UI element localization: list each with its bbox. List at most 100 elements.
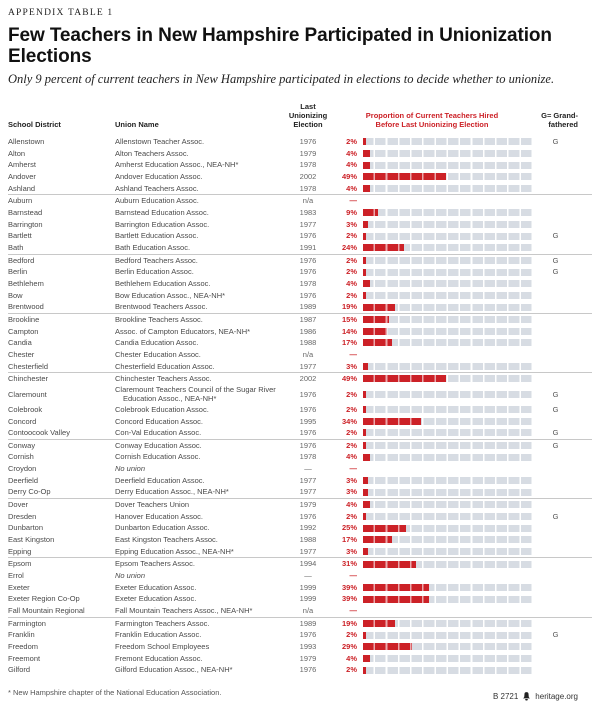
bar-fill xyxy=(363,666,367,674)
election-year-cell: n/a xyxy=(302,349,314,359)
bar-fill xyxy=(363,536,392,544)
union-cell: No union xyxy=(115,571,146,581)
bar-cell xyxy=(363,572,533,579)
bar-fill xyxy=(363,362,369,370)
bar-cell xyxy=(363,362,533,370)
bar-cell xyxy=(363,268,533,276)
table-row: Exeter Exeter Education Assoc. 1999 39% xyxy=(8,582,592,594)
union-cell: Brookline Teachers Assoc. xyxy=(115,314,203,324)
union-cell: Epsom Teachers Assoc. xyxy=(115,559,195,569)
election-header-line: Unionizing xyxy=(288,111,328,120)
election-year-cell: 1978 xyxy=(299,160,317,170)
bar-cell xyxy=(363,631,533,639)
percent-label: 2% xyxy=(346,389,357,399)
bar-cell xyxy=(363,291,533,299)
table-row: Bow Bow Education Assoc., NEA-NH* 1976 2… xyxy=(8,290,592,302)
percent-label: — xyxy=(349,464,358,474)
percent-label: 39% xyxy=(341,594,357,604)
percent-label: 2% xyxy=(346,404,357,414)
election-header-line: Election xyxy=(293,120,323,129)
district-cell: Exeter xyxy=(8,582,30,592)
bar-cell xyxy=(363,417,533,425)
bar-fill xyxy=(363,477,369,485)
district-cell: Conway xyxy=(8,440,36,450)
election-year-cell: 1976 xyxy=(299,428,317,438)
bar-track xyxy=(363,619,533,627)
table-row: Exeter Region Co-Op Exeter Education Ass… xyxy=(8,593,592,605)
percent-label: 19% xyxy=(341,302,357,312)
proportion-header-line: Proportion of Current Teachers Hired xyxy=(365,111,499,120)
district-cell: Ashland xyxy=(8,183,36,193)
table-row: Freedom Freedom School Employees 1993 29… xyxy=(8,641,592,653)
percent-label: 17% xyxy=(341,535,357,545)
district-cell: Bow xyxy=(8,290,23,300)
union-cell: Exeter Education Assoc. xyxy=(115,594,197,604)
election-year-cell: 1991 xyxy=(299,242,317,252)
district-cell: Bath xyxy=(8,242,24,252)
bar-cell xyxy=(363,198,533,205)
grandfathered-cell: G xyxy=(552,511,559,521)
election-year-cell: 1977 xyxy=(299,487,317,497)
table-row: Andover Andover Education Assoc. 2002 49… xyxy=(8,171,592,183)
election-year-cell: 1994 xyxy=(299,559,317,569)
union-cell: Chinchester Teachers Assoc. xyxy=(115,374,212,384)
bar-cell xyxy=(363,280,533,288)
bar-cell xyxy=(363,339,533,347)
table-eyebrow: APPENDIX TABLE 1 xyxy=(8,8,114,18)
table-row: Bedford Bedford Teachers Assoc. 1976 2% … xyxy=(8,255,592,267)
bar-track xyxy=(363,149,533,157)
bar-track xyxy=(363,536,533,544)
bar-cell xyxy=(363,161,533,169)
district-cell: Brookline xyxy=(8,314,40,324)
bar-cell xyxy=(363,654,533,662)
union-cell: Andover Education Assoc. xyxy=(115,172,203,182)
election-year-cell: 1976 xyxy=(299,665,317,675)
bar-track xyxy=(363,442,533,450)
bar-cell xyxy=(363,303,533,311)
bar-track xyxy=(363,268,533,276)
percent-label: — xyxy=(349,349,358,359)
election-year-cell: 2002 xyxy=(299,374,317,384)
table-row: Errol No union — — xyxy=(8,570,592,582)
district-cell: Alton xyxy=(8,148,26,158)
district-cell: Bedford xyxy=(8,255,35,265)
bar-cell xyxy=(363,351,533,358)
bar-fill xyxy=(363,501,370,509)
percent-label: 15% xyxy=(341,314,357,324)
bar-track xyxy=(363,232,533,240)
union-cell: Dunbarton Education Assoc. xyxy=(115,523,210,533)
grandfathered-cell: G xyxy=(552,389,559,399)
table-row: Barrington Barrington Education Assoc. 1… xyxy=(8,219,592,231)
union-cell: Con-Val Education Assoc. xyxy=(115,428,202,438)
bar-track xyxy=(363,209,533,217)
heritage-bell-icon xyxy=(523,692,531,701)
union-cell: Allenstown Teacher Assoc. xyxy=(115,137,205,147)
district-cell: Farmington xyxy=(8,618,46,628)
election-year-cell: 1978 xyxy=(299,278,317,288)
table-rows: Allenstown Allenstown Teacher Assoc. 197… xyxy=(8,136,592,676)
district-cell: Deerfield xyxy=(8,475,39,485)
bar-track xyxy=(363,583,533,591)
district-cell: Croydon xyxy=(8,464,37,474)
footer-site: heritage.org xyxy=(535,692,578,701)
table-row: Contoocook Valley Con-Val Education Asso… xyxy=(8,427,592,440)
bar-cell xyxy=(363,406,533,414)
election-year-cell: 1978 xyxy=(299,183,317,193)
union-cell: Colebrook Education Assoc. xyxy=(115,404,209,414)
election-year-cell: 1976 xyxy=(299,511,317,521)
union-cell: Derry Education Assoc., NEA-NH* xyxy=(115,487,229,497)
bar-track xyxy=(363,184,533,192)
bar-cell xyxy=(363,390,533,398)
percent-label: 2% xyxy=(346,630,357,640)
election-year-cell: 2002 xyxy=(299,172,317,182)
bar-cell xyxy=(363,607,533,614)
bar-track xyxy=(363,220,533,228)
bar-cell xyxy=(363,501,533,509)
election-year-cell: 1999 xyxy=(299,594,317,604)
union-cell: Brentwood Teachers Assoc. xyxy=(115,302,208,312)
election-year-cell: — xyxy=(304,571,312,581)
percent-label: 4% xyxy=(346,160,357,170)
bar-cell xyxy=(363,547,533,555)
bar-track xyxy=(363,643,533,651)
bar-cell xyxy=(363,583,533,591)
